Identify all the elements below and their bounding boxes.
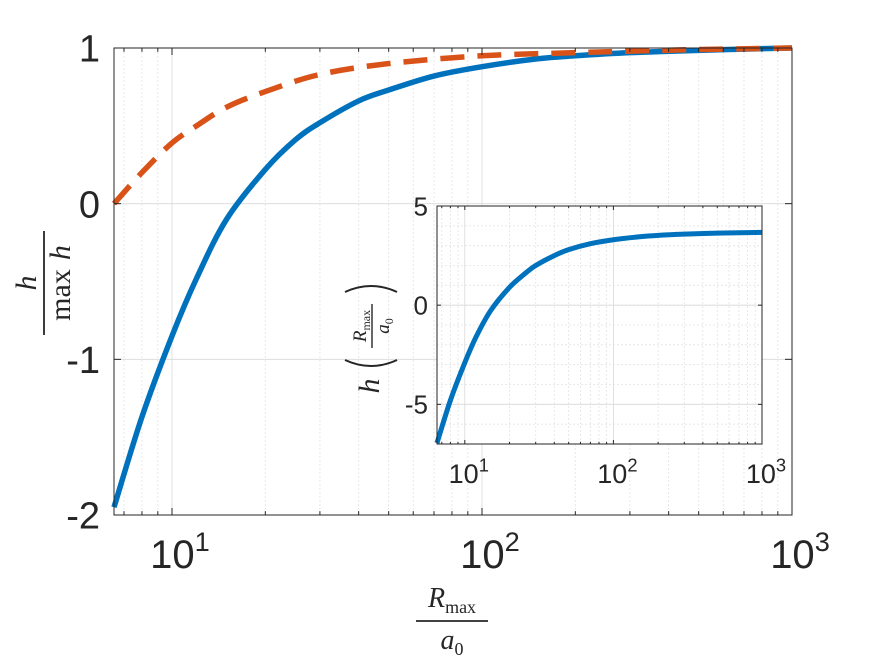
x-tick-label: 101 [150,526,210,577]
inset-y-label-denominator: a0 [373,318,396,334]
inset-axes-box [436,205,763,445]
inset-y-label-right-paren [344,285,398,293]
solid-series-line-0 [434,229,763,444]
x-tick-label-base: 10 [770,533,815,577]
main-ticks [114,47,793,516]
inset-y-label-den-var: a [373,324,394,334]
y-tick-label: -5 [405,390,428,420]
main-y-label-denominator-var: h [44,245,77,260]
x-tick-label: 103 [770,526,830,577]
main-y-label-denominator: max h [44,245,77,321]
inset-y-label-left-paren [344,359,398,367]
x-tick-label-exponent: 3 [776,455,786,476]
dashed-series-line-1 [111,45,793,206]
x-tick-label: 103 [746,455,786,489]
inset-series-layer [434,229,763,444]
x-tick-label-base: 10 [746,459,776,489]
x-tick-label-exponent: 1 [479,455,489,476]
y-tick-label: -1 [66,340,100,382]
y-tick-label: 0 [79,184,100,226]
main-x-label-numerator: Rmax [427,583,476,617]
y-tick-label: -2 [66,496,100,538]
x-tick-label-base: 10 [150,533,195,577]
main-y-label-numerator: h [10,276,43,291]
x-tick-label: 102 [597,455,637,489]
main-x-label-num-var: R [427,583,445,614]
x-tick-label-exponent: 1 [195,526,210,557]
main-series-layer [111,45,793,509]
main-y-label-max-operator: max [44,269,77,321]
x-tick-label-exponent: 2 [627,455,637,476]
inset-y-label-numerator: Rmax [350,310,373,343]
x-tick-label-base: 10 [597,459,627,489]
x-tick-label: 102 [460,526,520,577]
main-x-label-num-sub: max [445,597,476,617]
x-tick-label-exponent: 3 [815,526,830,557]
y-tick-label: 5 [414,191,428,221]
main-axes-box [113,47,793,516]
inset-y-label-func: h [353,379,386,394]
main-y-label: h maxh [10,231,77,335]
inset-y-label-den-sub: 0 [382,318,396,324]
main-x-label-den-sub: 0 [455,639,464,656]
x-tick-label: 101 [449,455,489,489]
x-tick-label-exponent: 2 [505,526,520,557]
main-x-label-denominator: a0 [441,625,464,656]
inset-y-label-num-var: R [350,330,371,343]
main-x-label: Rmax a0 [416,583,488,656]
y-tick-label: 1 [79,29,100,71]
inset-y-label: h Rmax a0 [344,285,398,394]
inset-y-label-num-sub: max [359,310,373,331]
x-tick-label-base: 10 [460,533,505,577]
main-x-label-den-var: a [441,625,455,656]
x-tick-label-base: 10 [449,459,479,489]
y-tick-label: 0 [414,291,428,321]
inset-ticks [437,205,763,444]
